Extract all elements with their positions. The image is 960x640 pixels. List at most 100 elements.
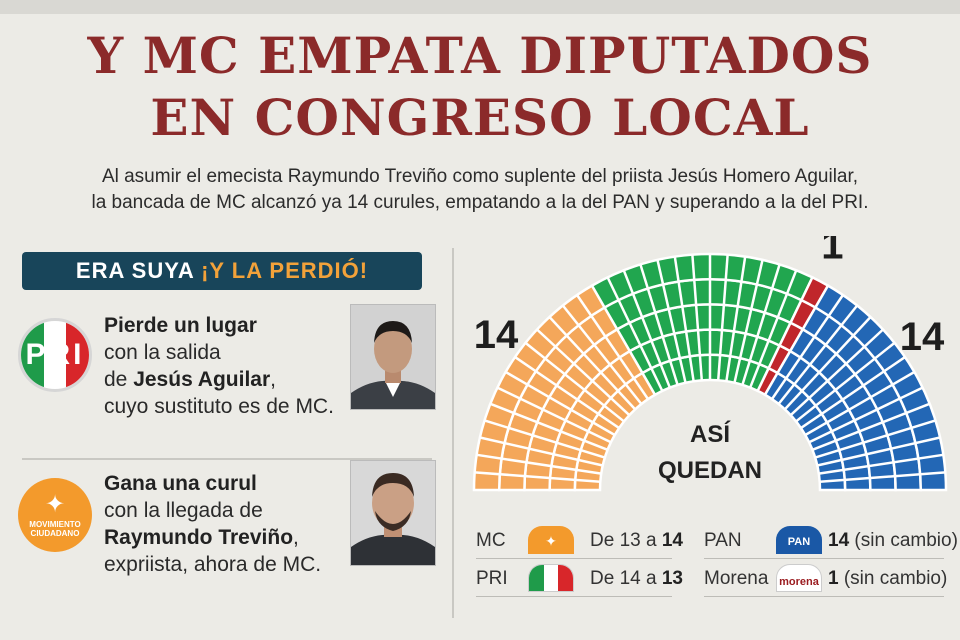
pri-story-line-4: cuyo sustituto es de MC.: [104, 395, 334, 418]
seat-divider: [476, 453, 602, 475]
legend-value: De 13 a 14: [590, 528, 683, 554]
seat-divider: [691, 254, 704, 381]
legend-party-name: PRI: [476, 568, 508, 589]
legend: MC ✦ De 13 a 14 PRI De 14 a 13 PAN PAN 1…: [476, 524, 958, 624]
legend-value-number: 14: [661, 530, 683, 551]
seat-divider: [789, 328, 884, 417]
banner-part-1: ERA SUYA: [75, 258, 202, 283]
legend-party-name: Morena: [704, 568, 769, 589]
legend-party-name: MC: [476, 530, 506, 551]
pri-logo-icon: PRI: [18, 318, 92, 392]
seat-count-morena: 1: [821, 236, 843, 267]
seat-divider: [811, 402, 931, 451]
legend-value: 14 (sin cambio): [828, 528, 958, 554]
legend-row-mc: MC ✦ De 13 a 14: [476, 524, 683, 559]
seat-divider: [496, 386, 612, 444]
pri-story-line-3-post: ,: [270, 368, 276, 391]
section-banner: ERA SUYA ¡Y LA PERDIÓ!: [22, 252, 422, 290]
legend-row-pan: PAN PAN 14 (sin cambio): [704, 524, 958, 559]
legend-row-pri: PRI De 14 a 13: [476, 562, 683, 597]
horizontal-divider: [22, 458, 432, 460]
seat-divider: [733, 259, 764, 384]
seat-count-pri: 13: [678, 236, 723, 237]
legend-value-pre: De 13 a: [590, 530, 662, 551]
seat-divider: [484, 419, 606, 459]
banner-part-2: ¡Y LA PERDIÓ!: [201, 258, 369, 283]
seat-divider: [561, 304, 643, 405]
seat-divider: [816, 436, 941, 467]
pri-story-heading: Pierde un lugar: [104, 314, 257, 337]
seat-divider: [639, 264, 679, 386]
seat-divider: [814, 419, 936, 459]
legend-value-post: (sin cambio): [849, 530, 958, 551]
seat-divider: [536, 328, 631, 417]
center-label-line-2: QUEDAN: [658, 457, 762, 484]
pan-logo-icon: PAN: [776, 526, 822, 554]
photo-jesus-aguilar: [350, 304, 436, 410]
seat-divider: [576, 294, 650, 400]
seat-divider: [770, 294, 844, 400]
seat-divider: [749, 269, 798, 389]
seat-divider: [474, 471, 601, 484]
seat-divider: [725, 256, 747, 382]
seat-count-pan: 14: [900, 315, 945, 359]
legend-value-number: 14: [828, 530, 850, 551]
eagle-icon: ✦: [44, 491, 66, 518]
seat-divider: [819, 471, 946, 484]
mc-logo-line-1: MOVIMIENTO: [29, 520, 81, 529]
pri-story-line-2: con la salida: [104, 341, 221, 364]
headline-line-1: Y MC EMPATA DIPUTADOS: [87, 26, 873, 85]
pri-logo-text: PRI: [25, 338, 85, 371]
seat-divider: [489, 402, 609, 451]
top-bar: [0, 0, 960, 14]
legend-party-name: PAN: [704, 530, 742, 551]
mc-story-line-2: con la llegada de: [104, 499, 263, 522]
headline-line-2: EN CONGRESO LOCAL: [150, 88, 810, 147]
pri-story-name: Jesús Aguilar: [133, 368, 271, 391]
seat-divider: [479, 436, 604, 467]
legend-value-pre: De 14 a: [590, 568, 662, 589]
seat-divider: [777, 304, 859, 405]
mc-logo-line-2: CIUDADANO: [30, 529, 80, 538]
pri-story-line-3-pre: de: [104, 368, 134, 391]
seat-wedge-pan: [763, 283, 948, 492]
mc-logo-icon: ✦ MOVIMIENTO CIUDADANO: [18, 478, 92, 552]
mc-logo-icon: ✦: [528, 526, 574, 554]
seat-divider: [818, 453, 944, 475]
legend-value-post: (sin cambio): [838, 568, 948, 589]
seat-divider: [673, 256, 695, 382]
seat-wedge-mc: [472, 283, 657, 492]
seat-divider: [524, 341, 625, 423]
vertical-divider: [452, 248, 454, 618]
morena-logo-icon: morena: [776, 564, 822, 592]
legend-value: De 14 a 13: [590, 566, 683, 592]
mc-story-name: Raymundo Treviño: [104, 526, 294, 549]
seat-divider: [800, 356, 906, 430]
seat-divider: [783, 316, 872, 411]
seat-divider: [741, 264, 781, 386]
subtitle: Al asumir el emecista Raymundo Treviño c…: [20, 164, 940, 216]
photo-raymundo-trevino: [350, 460, 436, 566]
seat-divider: [804, 370, 916, 437]
mc-story: Gana una curul con la llegada de Raymund…: [104, 470, 321, 578]
seat-divider: [795, 341, 896, 423]
legend-row-morena: Morena morena 1 (sin cambio): [704, 562, 947, 597]
seat-divider: [716, 254, 729, 381]
seat-divider: [514, 356, 620, 430]
seat-divider: [504, 370, 616, 437]
mc-story-line-3-post: ,: [293, 526, 299, 549]
seat-count-mc: 14: [474, 313, 519, 357]
seat-divider: [656, 259, 687, 384]
legend-value-number: 13: [661, 568, 683, 589]
seat-divider: [548, 316, 637, 411]
mc-logo-text: MOVIMIENTO CIUDADANO: [18, 520, 92, 538]
subtitle-line-1: Al asumir el emecista Raymundo Treviño c…: [101, 166, 859, 187]
seat-divider: [606, 276, 664, 392]
subtitle-line-2: la bancada de MC alcanzó ya 14 curules, …: [91, 192, 869, 213]
seat-divider: [808, 386, 924, 444]
mc-story-line-4: expriista, ahora de MC.: [104, 553, 322, 576]
mc-story-heading: Gana una curul: [104, 472, 257, 495]
seat-wedge-pri: [590, 252, 815, 397]
center-label-line-1: ASÍ: [690, 420, 731, 448]
legend-value: 1 (sin cambio): [828, 566, 947, 592]
